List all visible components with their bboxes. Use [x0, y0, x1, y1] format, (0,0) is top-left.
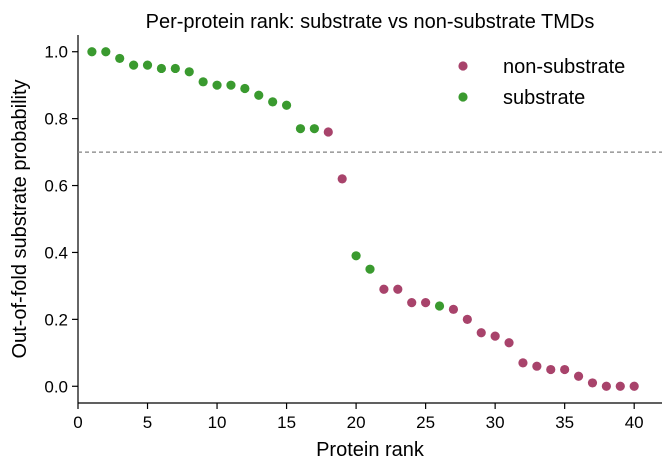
point-non-substrate — [490, 331, 500, 341]
chart-title: Per-protein rank: substrate vs non-subst… — [146, 11, 595, 33]
point-substrate — [268, 97, 278, 107]
point-non-substrate — [476, 328, 486, 338]
point-substrate — [184, 67, 194, 77]
point-non-substrate — [421, 298, 431, 308]
y-tick-label: 0.2 — [44, 310, 68, 329]
x-tick-label: 10 — [208, 413, 227, 432]
x-axis-label: Protein rank — [316, 439, 425, 461]
point-non-substrate — [546, 364, 556, 375]
point-substrate — [101, 47, 111, 57]
x-tick-label: 40 — [625, 413, 644, 432]
x-tick-label: 35 — [555, 413, 574, 432]
x-tick-label: 20 — [347, 413, 366, 432]
point-substrate — [87, 47, 97, 57]
points-layer — [87, 47, 639, 391]
ticks-layer: 0 5 10 15 20 25 30 35 40 0.0 0.2 0.4 0.6 0.8 1.0 — [44, 43, 643, 432]
y-axis-label: Out-of-fold substrate probability — [9, 79, 31, 358]
point-non-substrate — [518, 358, 528, 368]
point-substrate — [226, 80, 236, 90]
point-non-substrate — [560, 364, 570, 375]
point-substrate — [142, 60, 153, 70]
point-substrate — [129, 60, 139, 70]
point-non-substrate — [601, 381, 611, 391]
y-tick-label: 0.4 — [44, 243, 68, 262]
point-non-substrate — [573, 371, 584, 381]
legend-label-substrate: substrate — [503, 87, 585, 109]
point-non-substrate — [615, 381, 625, 391]
point-substrate — [309, 124, 319, 134]
point-substrate — [281, 100, 292, 110]
x-tick-label: 15 — [277, 413, 296, 432]
point-non-substrate — [337, 174, 347, 184]
x-tick-label: 5 — [143, 413, 152, 432]
legend-marker-substrate — [458, 92, 468, 102]
legend-marker-non-substrate — [458, 61, 468, 71]
point-non-substrate — [323, 127, 333, 137]
point-non-substrate — [462, 314, 472, 324]
x-tick-label: 25 — [416, 413, 435, 432]
x-tick-label: 30 — [486, 413, 505, 432]
point-non-substrate — [448, 304, 459, 314]
point-non-substrate — [393, 284, 403, 294]
point-substrate — [156, 63, 167, 74]
point-substrate — [240, 83, 250, 94]
y-tick-label: 0.6 — [44, 177, 68, 196]
point-substrate — [198, 77, 208, 87]
point-substrate — [115, 53, 125, 64]
legend: non-substrate substrate — [458, 56, 625, 109]
point-non-substrate — [407, 298, 417, 308]
point-non-substrate — [379, 284, 389, 294]
y-tick-label: 1.0 — [44, 43, 68, 62]
point-substrate — [170, 63, 180, 74]
point-substrate — [295, 124, 306, 134]
point-substrate — [254, 90, 264, 100]
y-tick-label: 0.0 — [44, 377, 68, 396]
point-non-substrate — [532, 361, 542, 371]
point-substrate — [351, 251, 361, 261]
point-substrate — [365, 264, 375, 274]
legend-label-non-substrate: non-substrate — [503, 56, 625, 78]
point-non-substrate — [629, 381, 639, 391]
point-non-substrate — [504, 338, 514, 348]
x-tick-label: 0 — [73, 413, 82, 432]
point-non-substrate — [587, 378, 598, 388]
point-substrate — [434, 301, 445, 311]
point-substrate — [212, 80, 222, 90]
y-tick-label: 0.8 — [44, 110, 68, 129]
